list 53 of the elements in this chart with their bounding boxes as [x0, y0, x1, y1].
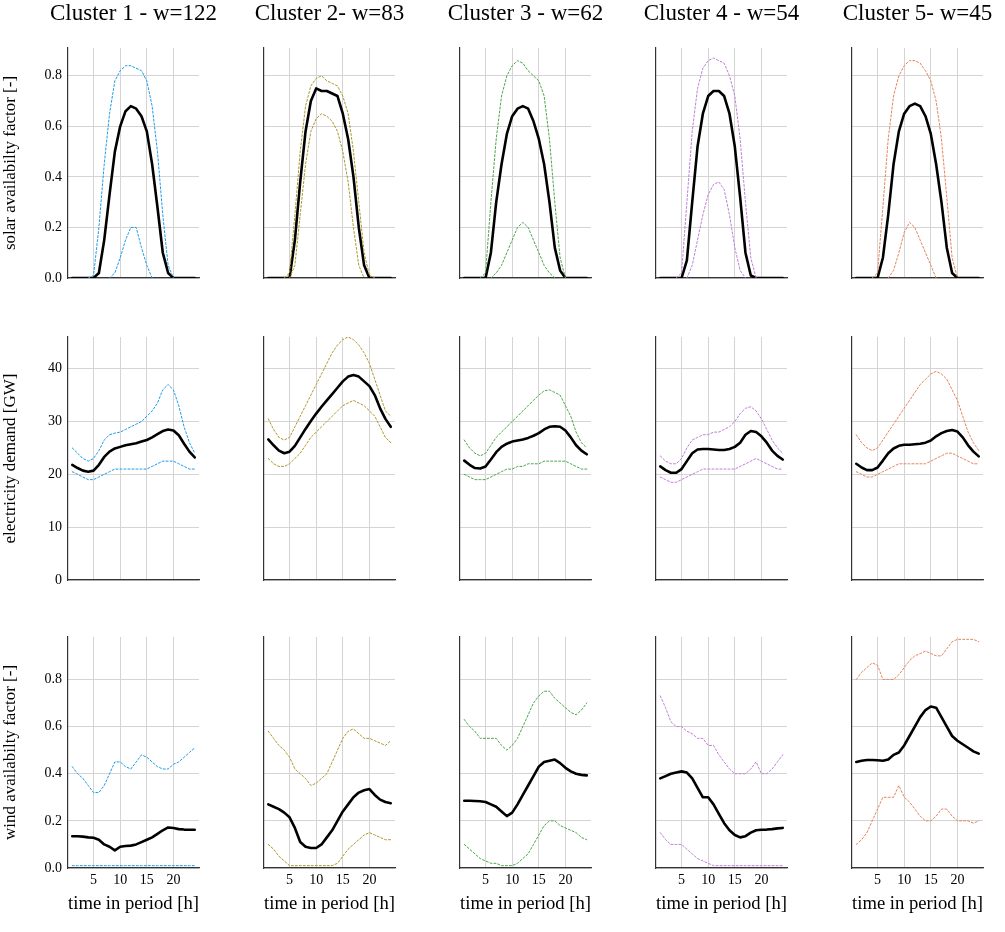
- x-tick-label: 15: [139, 872, 154, 888]
- y-tick-label: 0.4: [44, 168, 62, 184]
- y-axis-title: solar availabilty factor [-]: [0, 75, 19, 251]
- y-tick-label: 0.6: [44, 118, 62, 134]
- x-tick-label: 15: [335, 872, 350, 888]
- x-tick-label: 15: [727, 872, 742, 888]
- chart-title: Cluster 2- w=83: [253, 0, 406, 26]
- y-tick-label: 0.2: [44, 219, 62, 235]
- y-tick-label: 10: [48, 518, 62, 534]
- x-tick-label: 20: [558, 872, 573, 888]
- chart-title: Cluster 1 - w=122: [49, 0, 218, 26]
- y-tick-label: 0.8: [44, 67, 62, 83]
- chart-title: Cluster 3 - w=62: [446, 0, 605, 26]
- x-axis-title: time in period [h]: [460, 892, 591, 914]
- x-axis-title: time in period [h]: [852, 892, 983, 914]
- y-tick-label: 0.6: [44, 718, 62, 734]
- x-tick-label: 15: [923, 872, 938, 888]
- x-tick-label: 5: [90, 872, 98, 888]
- chart-title: Cluster 4 - w=54: [642, 0, 801, 26]
- line-series: [87, 65, 174, 278]
- line-series: [109, 226, 153, 278]
- line-series: [71, 460, 196, 481]
- y-axis-title: wind availabilty factor [-]: [0, 664, 19, 841]
- y-tick-label: 40: [48, 360, 62, 376]
- chart-title: Cluster 5- w=45: [841, 0, 994, 26]
- x-tick-label: 10: [505, 872, 520, 888]
- y-tick-label: 0.2: [44, 812, 62, 828]
- y-tick-label: 0.8: [44, 671, 62, 687]
- x-tick-label: 20: [166, 872, 181, 888]
- x-tick-label: 5: [482, 872, 490, 888]
- x-tick-label: 5: [286, 872, 294, 888]
- line-series: [71, 384, 196, 462]
- x-tick-label: 15: [531, 872, 546, 888]
- y-tick-label: 0.0: [44, 269, 62, 285]
- x-axis-title: time in period [h]: [68, 892, 199, 914]
- x-tick-label: 10: [309, 872, 324, 888]
- x-axis-title: time in period [h]: [656, 892, 787, 914]
- y-tick-label: 30: [48, 413, 62, 429]
- x-tick-label: 20: [362, 872, 377, 888]
- y-tick-label: 20: [48, 466, 62, 482]
- y-axis-title: electricity demand [GW]: [0, 373, 19, 544]
- y-tick-label: 0.0: [44, 859, 62, 875]
- x-tick-label: 10: [113, 872, 128, 888]
- x-tick-label: 20: [950, 872, 965, 888]
- x-tick-label: 5: [874, 872, 882, 888]
- x-tick-label: 10: [897, 872, 912, 888]
- x-tick-label: 10: [701, 872, 716, 888]
- y-tick-label: 0: [55, 571, 62, 587]
- line-series: [71, 747, 196, 794]
- x-tick-label: 20: [754, 872, 769, 888]
- x-tick-label: 5: [678, 872, 686, 888]
- y-tick-label: 0.4: [44, 765, 62, 781]
- x-axis-title: time in period [h]: [264, 892, 395, 914]
